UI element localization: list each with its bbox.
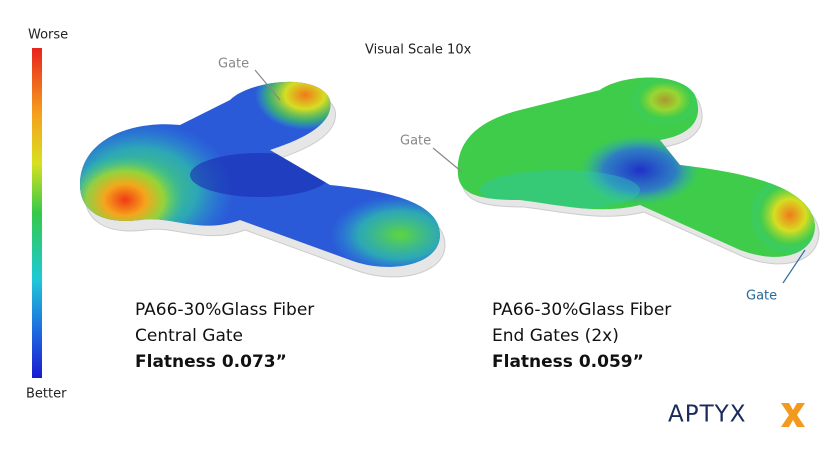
gate-arrow [432, 147, 463, 173]
heat [630, 77, 700, 125]
gate-arrow [782, 249, 806, 284]
heat [580, 135, 700, 205]
heat [80, 155, 185, 245]
gate-arrow [254, 69, 281, 101]
logo-mark [781, 403, 805, 427]
rib [190, 153, 330, 197]
caption: Central Gate [135, 326, 243, 346]
caption: PA66-30%Glass Fiber [492, 300, 671, 320]
caption: Flatness 0.073” [135, 352, 287, 372]
color-scale [32, 48, 42, 378]
slide-title: Visual Scale 10x [365, 43, 472, 58]
heat [255, 81, 355, 130]
caption: Flatness 0.059” [492, 352, 644, 372]
gate-label: Gate [400, 134, 431, 149]
caption: End Gates (2x) [492, 326, 619, 346]
caption: PA66-30%Glass Fiber [135, 300, 314, 320]
heat [480, 170, 640, 210]
left-part [80, 81, 440, 267]
scale-top: Worse [28, 28, 68, 43]
gate-label: Gate [746, 289, 777, 304]
gate-label: Gate [218, 57, 249, 72]
scale-bottom: Better [26, 387, 67, 402]
right-part [457, 77, 815, 257]
heat [750, 175, 815, 255]
logo-text: APTYX [668, 402, 746, 428]
